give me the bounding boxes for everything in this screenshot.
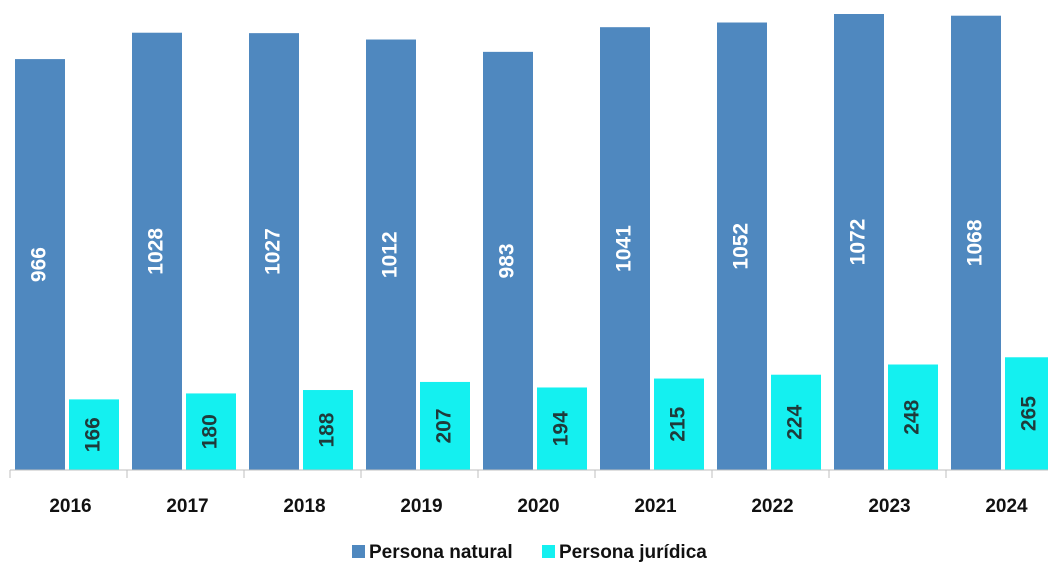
data-label: 1041 — [613, 225, 636, 272]
x-tick-label: 2024 — [985, 496, 1028, 517]
x-tick-label: 2019 — [400, 496, 442, 517]
bar — [186, 393, 236, 470]
bar — [420, 381, 470, 470]
bar — [303, 390, 353, 470]
data-label: 194 — [550, 411, 573, 446]
legend-swatch — [542, 545, 555, 558]
bar — [834, 14, 884, 470]
bar — [654, 378, 704, 470]
data-label: 1072 — [847, 219, 870, 266]
bar — [69, 399, 119, 470]
x-tick-label: 2021 — [634, 496, 677, 517]
x-tick-label: 2018 — [283, 496, 325, 517]
data-label: 1028 — [145, 228, 168, 275]
data-label: 1012 — [379, 231, 402, 278]
legend-swatch — [352, 545, 365, 558]
bar — [15, 59, 65, 471]
data-label: 1052 — [730, 223, 753, 270]
legend-label: Persona natural — [369, 542, 513, 563]
bar — [771, 374, 821, 470]
data-label: 265 — [1018, 396, 1041, 431]
x-tick-label: 2023 — [868, 496, 910, 517]
bar — [600, 27, 650, 471]
bar — [366, 39, 416, 470]
data-label: 166 — [82, 417, 105, 452]
data-label: 983 — [496, 243, 519, 278]
x-tick-label: 2022 — [751, 496, 793, 517]
data-label: 224 — [784, 405, 807, 440]
bar — [1005, 357, 1048, 470]
legend-label: Persona jurídica — [559, 542, 707, 563]
bar — [888, 364, 938, 470]
x-tick-label: 2016 — [49, 496, 91, 517]
bar — [537, 387, 587, 470]
bar — [132, 32, 182, 470]
data-label: 966 — [28, 247, 51, 282]
data-label: 180 — [199, 414, 222, 449]
x-tick-label: 2017 — [166, 496, 208, 517]
data-label: 1068 — [964, 219, 987, 266]
bar — [483, 51, 533, 470]
bar — [951, 15, 1001, 471]
bar — [717, 22, 767, 470]
data-label: 248 — [901, 399, 924, 434]
data-label: 207 — [433, 408, 456, 443]
x-tick-label: 2020 — [517, 496, 559, 517]
bar — [249, 33, 299, 471]
data-label: 188 — [316, 412, 339, 447]
data-label: 215 — [667, 406, 690, 441]
data-label: 1027 — [262, 228, 285, 275]
